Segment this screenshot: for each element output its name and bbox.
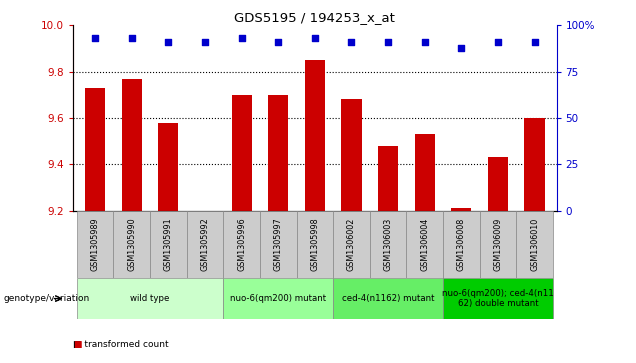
Bar	[488, 157, 508, 211]
Text: GSM1305998: GSM1305998	[310, 217, 319, 271]
Bar	[525, 118, 544, 211]
Bar	[77, 278, 223, 319]
Bar	[443, 211, 480, 278]
Point	[127, 36, 137, 41]
Text: GSM1306010: GSM1306010	[530, 217, 539, 271]
Text: ■ transformed count: ■ transformed count	[73, 340, 169, 349]
Bar	[113, 211, 150, 278]
Point	[237, 36, 247, 41]
Bar	[516, 211, 553, 278]
Bar	[85, 88, 105, 211]
Bar	[333, 211, 370, 278]
Bar	[333, 278, 443, 319]
Bar	[378, 146, 398, 211]
Bar	[342, 99, 361, 211]
Bar	[260, 211, 296, 278]
Title: GDS5195 / 194253_x_at: GDS5195 / 194253_x_at	[235, 11, 395, 24]
Bar	[150, 211, 186, 278]
Text: GSM1306003: GSM1306003	[384, 217, 392, 271]
Point	[347, 39, 357, 45]
Bar	[443, 278, 553, 319]
Point	[200, 39, 210, 45]
Bar	[305, 60, 325, 211]
Bar	[77, 211, 113, 278]
Bar	[223, 211, 260, 278]
Text: genotype/variation: genotype/variation	[3, 294, 90, 303]
Text: ced-4(n1162) mutant: ced-4(n1162) mutant	[342, 294, 434, 303]
Text: GSM1305989: GSM1305989	[90, 217, 100, 271]
Text: GSM1305996: GSM1305996	[237, 217, 246, 271]
Point	[310, 36, 320, 41]
Bar	[406, 211, 443, 278]
Point	[529, 39, 539, 45]
Text: GSM1305990: GSM1305990	[127, 217, 136, 271]
Bar	[186, 211, 223, 278]
Text: ■: ■	[73, 340, 81, 349]
Bar	[451, 208, 471, 211]
Text: GSM1306009: GSM1306009	[494, 217, 502, 271]
Bar	[296, 211, 333, 278]
Bar	[415, 134, 435, 211]
Bar	[370, 211, 406, 278]
Point	[90, 36, 100, 41]
Text: GSM1306004: GSM1306004	[420, 217, 429, 271]
Text: GSM1306008: GSM1306008	[457, 217, 466, 271]
Bar	[223, 278, 333, 319]
Text: wild type: wild type	[130, 294, 170, 303]
Point	[493, 39, 503, 45]
Text: GSM1305997: GSM1305997	[273, 217, 282, 271]
Bar	[480, 211, 516, 278]
Point	[420, 39, 430, 45]
Bar	[268, 95, 288, 211]
Text: GSM1305992: GSM1305992	[200, 217, 209, 271]
Bar	[121, 79, 142, 211]
Point	[456, 45, 466, 50]
Point	[383, 39, 393, 45]
Point	[163, 39, 174, 45]
Text: nuo-6(qm200) mutant: nuo-6(qm200) mutant	[230, 294, 326, 303]
Text: nuo-6(qm200); ced-4(n11
62) double mutant: nuo-6(qm200); ced-4(n11 62) double mutan…	[442, 289, 554, 308]
Bar	[158, 123, 179, 211]
Text: GSM1305991: GSM1305991	[164, 217, 173, 271]
Point	[273, 39, 283, 45]
Text: GSM1306002: GSM1306002	[347, 217, 356, 271]
Bar	[232, 95, 252, 211]
